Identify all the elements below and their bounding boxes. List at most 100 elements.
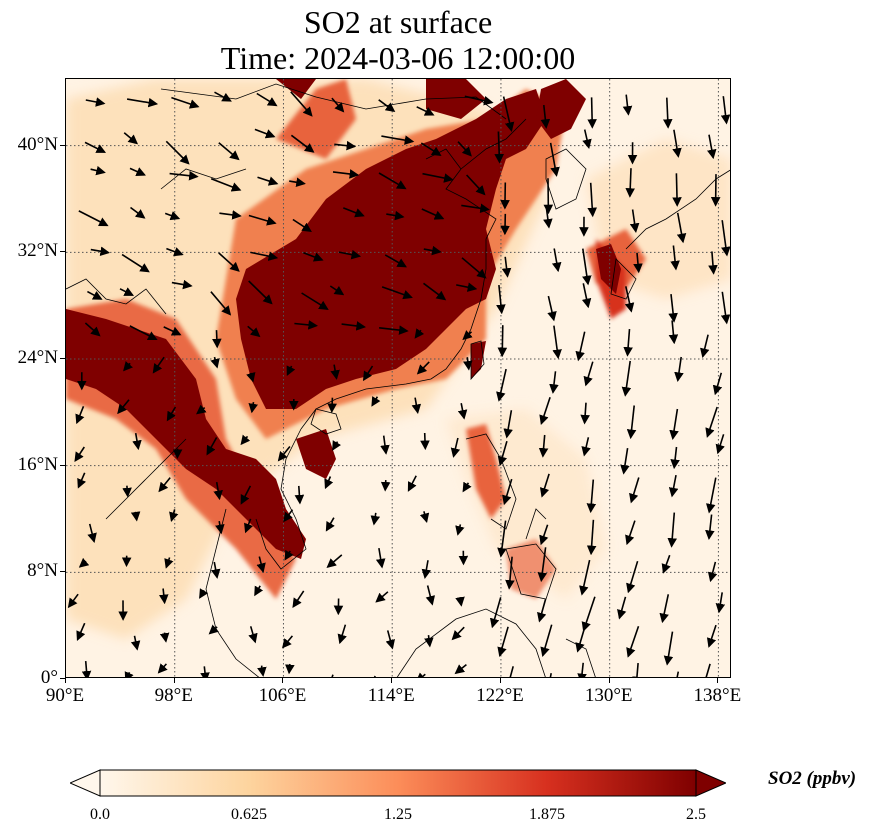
wind-arrow [289, 177, 306, 188]
wind-arrow [720, 96, 730, 125]
wind-arrow [423, 245, 442, 256]
wind-arrow [332, 440, 342, 451]
wind-arrow [411, 397, 422, 414]
wind-arrow [210, 561, 221, 579]
wind-arrow [705, 663, 711, 677]
wind-arrow [552, 325, 562, 360]
wind-arrow [378, 99, 396, 113]
wind-arrow [166, 406, 177, 422]
wind-arrow [700, 334, 710, 359]
wind-arrow [662, 97, 673, 129]
wind-arrow [371, 396, 381, 407]
wind-arrow [674, 356, 684, 382]
wind-arrow [326, 554, 343, 569]
wind-arrow [206, 437, 218, 456]
wind-arrow [126, 97, 159, 108]
wind-arrow [621, 360, 632, 397]
wind-arrow [582, 129, 592, 150]
wind-arrow [90, 246, 110, 256]
wind-arrow [250, 251, 279, 261]
wind-arrow [381, 286, 413, 300]
wind-arrow [157, 663, 168, 674]
wind-arrow [386, 210, 405, 221]
lon-tick-mark [717, 678, 719, 683]
wind-arrow [341, 321, 366, 331]
wind-arrow [661, 554, 671, 574]
lat-tick-label: 8°N [27, 560, 58, 582]
wind-arrow [210, 178, 242, 192]
wind-arrow [303, 251, 324, 262]
wind-arrow [247, 325, 261, 338]
wind-arrow [625, 168, 636, 198]
wind-arrow [543, 208, 553, 229]
wind-arrow [538, 434, 549, 458]
wind-arrow [626, 560, 639, 594]
wind-arrow [705, 406, 718, 438]
wind-arrow [670, 245, 680, 271]
wind-arrow [290, 134, 315, 153]
wind-arrow [676, 212, 687, 244]
wind-arrow [416, 361, 430, 375]
wind-arrow [464, 95, 494, 106]
lon-tick-label: 98°E [154, 685, 193, 706]
lon-tick-label: 122°E [476, 685, 524, 706]
wind-arrow [577, 662, 587, 677]
lat-tick-mark [60, 251, 65, 253]
wind-arrow [581, 283, 592, 309]
wind-arrow [416, 106, 435, 116]
wind-arrow [420, 142, 442, 156]
wind-arrow [248, 626, 258, 644]
wind-arrow [77, 472, 87, 489]
lon-tick-mark [608, 678, 610, 683]
wind-arrow [129, 167, 146, 177]
wind-arrow [629, 477, 640, 504]
lat-tick-mark [60, 678, 65, 679]
wind-arrow [407, 475, 417, 492]
wind-arrow [494, 131, 505, 164]
map-subtitle-time: Time: 2024-03-06 12:00:00 [220, 40, 576, 76]
lat-tick-mark [60, 571, 65, 573]
wind-arrow [212, 330, 222, 349]
lat-tick-label: 32°N [17, 240, 58, 262]
wind-arrow [158, 477, 171, 493]
wind-arrow [549, 142, 560, 177]
wind-arrow [164, 211, 181, 221]
wind-arrow [715, 592, 726, 614]
wind-arrow [81, 661, 92, 677]
wind-arrow [581, 596, 596, 632]
wind-arrow [623, 329, 633, 357]
wind-arrow [218, 252, 240, 272]
wind-arrow [668, 474, 679, 498]
wind-arrow [256, 556, 266, 573]
wind-arrow [668, 294, 678, 323]
colorbar-label: SO2 (ppbv) [768, 768, 857, 789]
wind-arrow [626, 625, 640, 658]
wind-arrow [421, 560, 432, 579]
wind-arrow [169, 509, 179, 523]
wind-arrow [503, 410, 513, 439]
wind-arrow [130, 206, 146, 219]
wind-arrow [626, 405, 637, 440]
wind-arrow [329, 285, 345, 296]
wind-arrow [421, 208, 445, 220]
wind-arrow [586, 479, 597, 514]
lon-tick-mark [282, 678, 284, 683]
wind-arrow [622, 94, 633, 116]
wind-arrow [663, 631, 674, 666]
wind-arrow [633, 252, 643, 274]
wind-arrow [75, 406, 85, 425]
lon-tick-mark [65, 678, 66, 683]
wind-arrow [414, 328, 425, 339]
wind-arrow [672, 173, 682, 207]
wind-arrow [455, 596, 465, 607]
wind-arrow [669, 408, 679, 440]
lat-tick-label: 40°N [17, 133, 58, 155]
wind-arrow [78, 557, 90, 568]
wind-arrow [76, 622, 86, 641]
wind-arrow [457, 403, 468, 420]
wind-arrow [163, 326, 182, 336]
wind-arrow [629, 209, 640, 233]
wind-arrow [123, 132, 139, 145]
wind-arrow [497, 325, 508, 358]
wind-arrow [707, 561, 718, 583]
